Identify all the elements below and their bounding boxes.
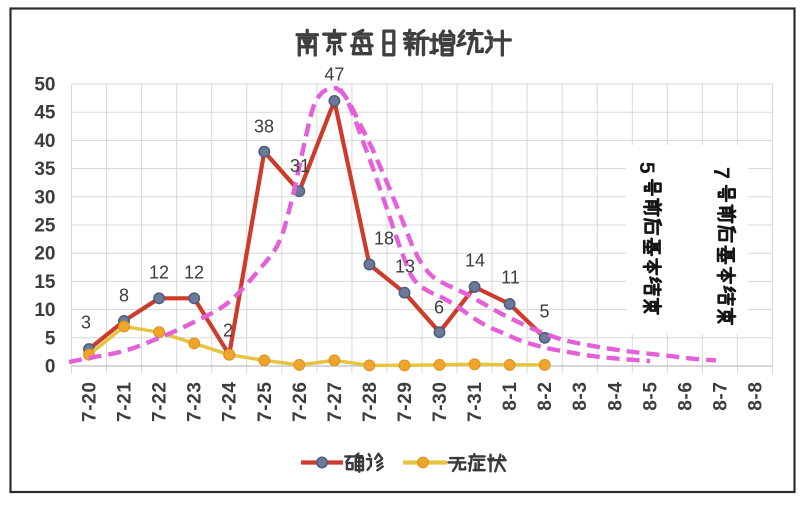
svg-text:7: 7 bbox=[709, 167, 734, 179]
svg-text:7-20: 7-20 bbox=[80, 382, 101, 422]
svg-text:31: 31 bbox=[290, 156, 310, 176]
svg-text:6: 6 bbox=[434, 298, 444, 318]
svg-text:0: 0 bbox=[45, 357, 56, 378]
svg-text:50: 50 bbox=[34, 75, 55, 96]
svg-text:13: 13 bbox=[395, 257, 415, 277]
svg-text:20: 20 bbox=[34, 244, 55, 265]
svg-text:7-29: 7-29 bbox=[395, 382, 416, 422]
svg-text:7-22: 7-22 bbox=[150, 382, 171, 422]
svg-text:8-2: 8-2 bbox=[535, 382, 556, 411]
svg-text:47: 47 bbox=[324, 65, 344, 85]
svg-text:5: 5 bbox=[635, 162, 659, 174]
svg-text:7-24: 7-24 bbox=[220, 382, 241, 422]
svg-text:15: 15 bbox=[34, 272, 56, 293]
svg-text:7-23: 7-23 bbox=[185, 382, 206, 422]
svg-text:45: 45 bbox=[34, 103, 56, 124]
svg-text:8-5: 8-5 bbox=[640, 382, 661, 411]
svg-text:18: 18 bbox=[374, 229, 394, 249]
svg-text:8-4: 8-4 bbox=[605, 382, 626, 411]
svg-text:2: 2 bbox=[223, 321, 233, 341]
svg-text:38: 38 bbox=[254, 117, 274, 137]
svg-text:7-26: 7-26 bbox=[290, 382, 311, 422]
svg-text:8: 8 bbox=[119, 286, 129, 306]
svg-text:8-6: 8-6 bbox=[675, 382, 696, 411]
svg-text:11: 11 bbox=[501, 268, 520, 288]
svg-text:10: 10 bbox=[34, 300, 55, 321]
svg-text:35: 35 bbox=[34, 159, 56, 180]
svg-text:3: 3 bbox=[81, 313, 91, 333]
svg-text:5: 5 bbox=[539, 302, 549, 322]
svg-text:8-7: 8-7 bbox=[710, 382, 731, 411]
svg-text:12: 12 bbox=[149, 263, 169, 283]
svg-text:7-30: 7-30 bbox=[430, 382, 451, 422]
svg-text:7-25: 7-25 bbox=[255, 382, 276, 422]
svg-text:25: 25 bbox=[34, 216, 56, 237]
svg-text:8-3: 8-3 bbox=[570, 382, 591, 411]
svg-text:7-27: 7-27 bbox=[325, 382, 346, 422]
svg-text:12: 12 bbox=[184, 263, 204, 283]
svg-text:5: 5 bbox=[45, 328, 56, 349]
svg-text:8-1: 8-1 bbox=[500, 382, 521, 411]
svg-text:7-21: 7-21 bbox=[115, 382, 136, 422]
svg-text:14: 14 bbox=[465, 251, 485, 271]
svg-text:7-31: 7-31 bbox=[465, 382, 486, 422]
svg-text:8-8: 8-8 bbox=[746, 382, 767, 411]
svg-text:30: 30 bbox=[34, 187, 55, 208]
svg-text:7-28: 7-28 bbox=[360, 382, 381, 422]
svg-text:40: 40 bbox=[34, 131, 55, 152]
